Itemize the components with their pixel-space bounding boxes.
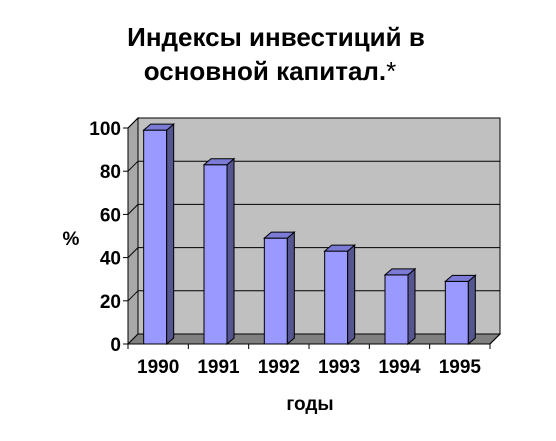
plot-side-wall xyxy=(127,116,139,346)
bar-1990 xyxy=(143,129,168,345)
bar-side-1995 xyxy=(467,274,476,346)
x-tick-label: 1994 xyxy=(378,357,421,378)
y-tick-label: 80 xyxy=(100,162,121,183)
gridline-side xyxy=(127,290,139,302)
bar-1993 xyxy=(324,250,349,345)
bar-top-1995 xyxy=(443,274,477,282)
y-axis-label: % xyxy=(63,229,80,250)
plot-back-wall xyxy=(137,117,501,335)
gridline-side xyxy=(127,160,139,172)
bar-1992 xyxy=(263,237,288,345)
y-tick-label: 100 xyxy=(89,119,121,140)
bar-top-1993 xyxy=(323,244,357,252)
x-tick-label: 1993 xyxy=(318,357,360,378)
gridline-side xyxy=(127,117,139,129)
plot-area: 0 20 40 60 80 100 1990 1991 1992 1993 1994 1995 xyxy=(89,116,502,378)
bar-side-1990 xyxy=(166,123,175,346)
y-tick-label: 0 xyxy=(110,335,121,356)
y-tick-label: 60 xyxy=(100,205,121,226)
x-axis-label: годы xyxy=(286,394,333,415)
chart-title-note: * xyxy=(386,56,396,86)
y-tick-label: 20 xyxy=(100,292,121,313)
x-tick-label: 1990 xyxy=(137,357,179,378)
bar-side-1991 xyxy=(226,157,235,346)
bar-side-1993 xyxy=(347,244,356,346)
bar-top-1991 xyxy=(202,158,236,166)
x-tick-label: 1995 xyxy=(439,357,482,378)
x-tick-label: 1992 xyxy=(258,357,300,378)
bar-1994 xyxy=(384,274,409,345)
chart-title-line-1: Индексы инвестиций в xyxy=(127,22,425,52)
gridline-side xyxy=(127,247,139,258)
bar-1991 xyxy=(203,164,228,345)
x-tick-label: 1991 xyxy=(197,357,240,378)
bar-top-1992 xyxy=(262,231,296,239)
chart-title-line-2: основной капитал.* xyxy=(144,56,397,86)
chart-title-text: основной капитал. xyxy=(144,56,386,86)
bar-side-1992 xyxy=(286,231,295,346)
bar-1995 xyxy=(444,280,469,345)
y-tick-label: 40 xyxy=(100,249,121,270)
plot-floor xyxy=(126,333,502,345)
bar-top-1990 xyxy=(142,123,176,131)
x-axis-end xyxy=(489,333,501,345)
gridline-side xyxy=(127,204,139,215)
bar-side-1994 xyxy=(407,267,416,346)
bar-top-1994 xyxy=(383,268,417,276)
